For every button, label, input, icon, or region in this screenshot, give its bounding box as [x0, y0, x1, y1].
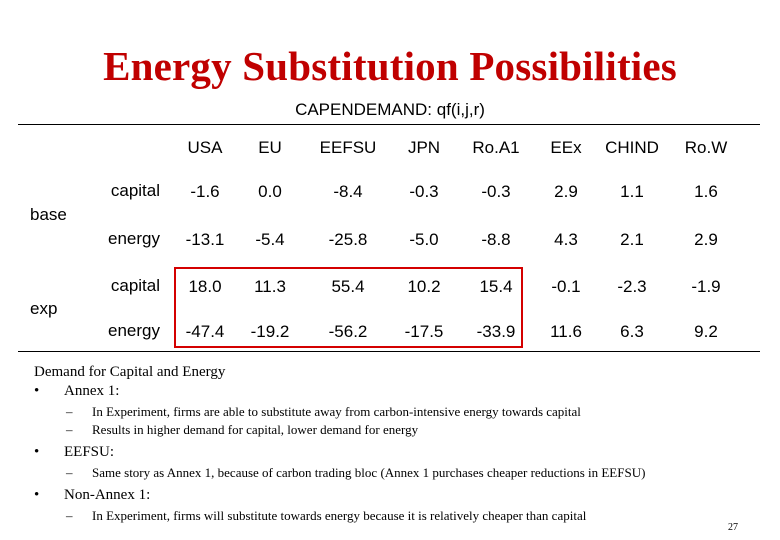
- table-cell: 2.9: [554, 182, 578, 201]
- table-cell: 4.3: [554, 230, 578, 249]
- bullet-label: Annex 1:: [64, 383, 120, 399]
- highlight-box: [174, 267, 523, 348]
- table-cell: 2.1: [620, 230, 644, 249]
- col-header: JPN: [407, 138, 441, 157]
- sub-bullet-text: In Experiment, firms are able to substit…: [92, 404, 581, 419]
- table-cell: -25.8: [328, 230, 368, 249]
- table-cell: -1.6: [190, 182, 220, 201]
- table-cell: 1.6: [694, 182, 718, 201]
- table-cell: -13.1: [185, 230, 225, 249]
- notes-section: Demand for Capital and Energy • Annex 1:…: [34, 364, 774, 524]
- table-cell: -19.2: [250, 322, 290, 341]
- sub-bullet-text: Same story as Annex 1, because of carbon…: [92, 465, 646, 480]
- dash-symbol: –: [66, 508, 73, 523]
- table-cell: -0.3: [409, 182, 439, 201]
- table-cell: 10.2: [407, 277, 441, 296]
- sub-bullet-item: – In Experiment, firms will substitute t…: [34, 508, 774, 524]
- table-cell: 6.3: [620, 322, 644, 341]
- row-label: capital: [110, 276, 160, 295]
- bullet-item: • EEFSU:: [34, 444, 774, 461]
- table-cell: -8.4: [333, 182, 363, 201]
- table-cell: 18.0: [188, 277, 222, 296]
- table-cell: -5.0: [409, 230, 439, 249]
- table-cell: 15.4: [479, 277, 513, 296]
- page-number: 27: [728, 522, 738, 533]
- col-header: EU: [258, 138, 282, 157]
- dash-symbol: –: [66, 422, 73, 437]
- sub-bullet-text: In Experiment, firms will substitute tow…: [92, 508, 587, 523]
- dash-symbol: –: [66, 465, 73, 480]
- bullet-label: EEFSU:: [64, 444, 115, 460]
- table-cell: -56.2: [328, 322, 368, 341]
- table-cell: -0.3: [481, 182, 511, 201]
- sub-bullet-item: – Same story as Annex 1, because of carb…: [34, 465, 774, 481]
- table-subtitle: CAPENDEMAND: qf(i,j,r): [295, 100, 485, 119]
- table-cell: -33.9: [476, 322, 516, 341]
- group-label-base: base: [30, 205, 67, 224]
- bullet-symbol: •: [34, 444, 40, 460]
- sub-bullet-text: Results in higher demand for capital, lo…: [92, 422, 419, 437]
- col-header: CHIND: [605, 138, 659, 157]
- table-cell: -2.3: [617, 277, 647, 296]
- col-header: Ro.A1: [472, 138, 520, 157]
- bullet-symbol: •: [34, 383, 40, 399]
- table-top-rule: [18, 124, 760, 125]
- table-cell: 0.0: [258, 182, 282, 201]
- table-cell: 11.3: [254, 277, 286, 296]
- row-label: energy: [108, 321, 160, 340]
- table-cell: 9.2: [694, 322, 718, 341]
- table-cell: 55.4: [331, 277, 365, 296]
- bullet-label: Non-Annex 1:: [64, 487, 151, 503]
- table-cell: -8.8: [481, 230, 511, 249]
- bullet-item: • Annex 1:: [34, 383, 774, 400]
- col-header: Ro.W: [684, 138, 728, 157]
- col-header: USA: [187, 138, 223, 157]
- bullet-item: • Non-Annex 1:: [34, 487, 774, 504]
- sub-bullet-item: – Results in higher demand for capital, …: [34, 422, 774, 438]
- table-cell: -5.4: [255, 230, 285, 249]
- table-cell: 11.6: [550, 322, 582, 341]
- dash-symbol: –: [66, 404, 73, 419]
- table-cell: -0.1: [551, 277, 581, 296]
- notes-heading: Demand for Capital and Energy: [34, 364, 226, 380]
- sub-bullet-item: – In Experiment, firms are able to subst…: [34, 404, 774, 420]
- row-label: energy: [108, 229, 160, 248]
- table-cell: 1.1: [620, 182, 644, 201]
- group-label-exp: exp: [30, 299, 58, 318]
- table-cell: -1.9: [691, 277, 721, 296]
- col-header: EEFSU: [319, 138, 377, 157]
- row-label: capital: [110, 181, 160, 200]
- slide-title: Energy Substitution Possibilities: [103, 43, 677, 89]
- table-bottom-rule: [18, 351, 760, 352]
- bullet-symbol: •: [34, 487, 40, 503]
- col-header: EEx: [550, 138, 582, 157]
- table-cell: -17.5: [404, 322, 444, 341]
- table-cell: 2.9: [694, 230, 718, 249]
- table-cell: -47.4: [185, 322, 225, 341]
